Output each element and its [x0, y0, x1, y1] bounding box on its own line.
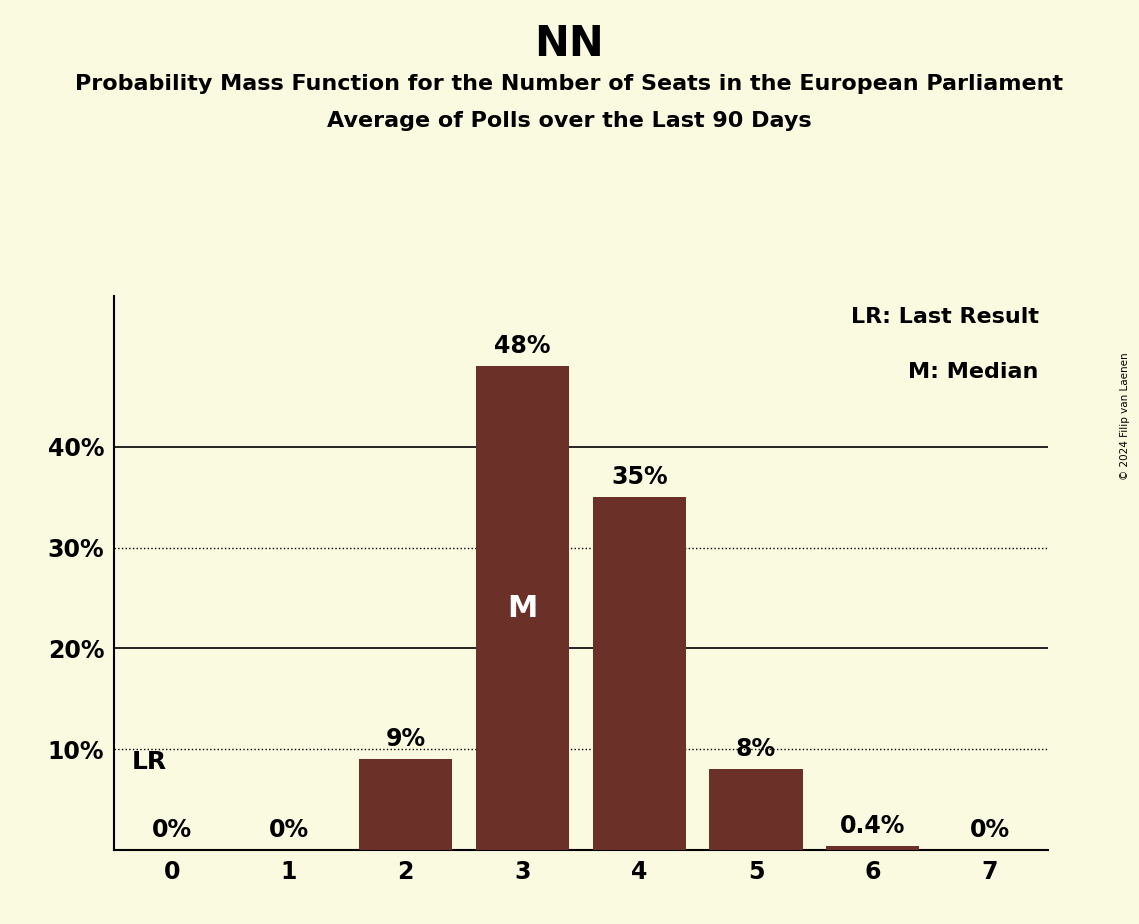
- Text: LR: Last Result: LR: Last Result: [851, 307, 1039, 327]
- Text: 9%: 9%: [386, 727, 426, 751]
- Bar: [592, 497, 686, 850]
- Text: Average of Polls over the Last 90 Days: Average of Polls over the Last 90 Days: [327, 111, 812, 131]
- Bar: [359, 760, 452, 850]
- Text: 35%: 35%: [611, 465, 667, 489]
- Text: LR: LR: [131, 750, 166, 774]
- Text: 0%: 0%: [269, 818, 309, 842]
- Text: 8%: 8%: [736, 737, 776, 761]
- Text: NN: NN: [534, 23, 605, 65]
- Bar: [710, 770, 803, 850]
- Text: M: M: [507, 593, 538, 623]
- Text: Probability Mass Function for the Number of Seats in the European Parliament: Probability Mass Function for the Number…: [75, 74, 1064, 94]
- Text: © 2024 Filip van Laenen: © 2024 Filip van Laenen: [1120, 352, 1130, 480]
- Text: 48%: 48%: [494, 334, 551, 359]
- Text: 0%: 0%: [969, 818, 1009, 842]
- Text: M: Median: M: Median: [908, 362, 1039, 383]
- Text: 0.4%: 0.4%: [841, 814, 906, 838]
- Text: 0%: 0%: [153, 818, 192, 842]
- Bar: [476, 366, 570, 850]
- Bar: [826, 846, 919, 850]
